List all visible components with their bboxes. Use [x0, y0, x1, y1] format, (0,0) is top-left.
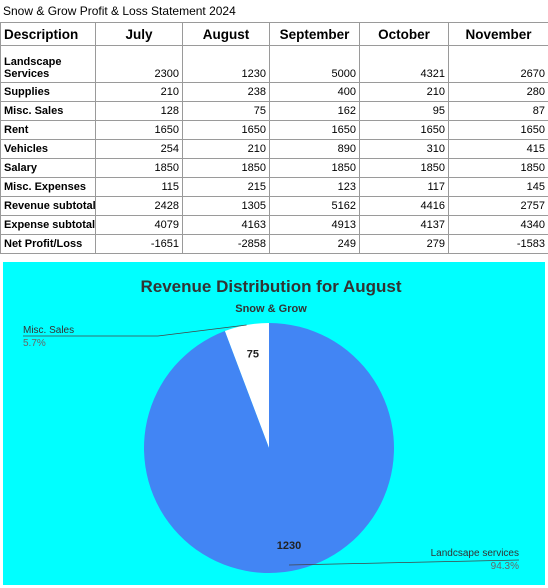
slice-percent-label: 5.7% — [23, 338, 46, 349]
value-cell[interactable]: 4163 — [182, 215, 270, 235]
value-cell[interactable]: 123 — [269, 177, 360, 197]
value-cell[interactable]: 1230 — [182, 45, 270, 83]
value-cell[interactable]: 280 — [448, 82, 548, 102]
slice-value-label: 1230 — [277, 540, 301, 552]
value-cell[interactable]: 2300 — [95, 45, 183, 83]
value-cell[interactable]: 95 — [359, 101, 449, 121]
value-cell[interactable]: -1583 — [448, 234, 548, 254]
value-cell[interactable]: 115 — [95, 177, 183, 197]
header-cell-description[interactable]: Description — [0, 22, 96, 46]
value-cell[interactable]: 238 — [182, 82, 270, 102]
value-cell[interactable]: 1650 — [269, 120, 360, 140]
value-cell[interactable]: 75 — [182, 101, 270, 121]
value-cell[interactable]: 145 — [448, 177, 548, 197]
slice-value-label: 75 — [247, 348, 259, 360]
chart-title: Revenue Distribution for August — [141, 277, 402, 296]
value-cell[interactable]: 4340 — [448, 215, 548, 235]
value-cell[interactable]: 117 — [359, 177, 449, 197]
row-label-cell[interactable]: Revenue subtotal — [0, 196, 96, 216]
header-row: Description July August September Octobe… — [0, 22, 548, 46]
value-cell[interactable]: 310 — [359, 139, 449, 159]
table-row: Landscape Services 2300 1230 5000 4321 2670 — [0, 45, 548, 83]
chart-subtitle: Snow & Grow — [235, 303, 307, 315]
profit-loss-table: Description July August September Octobe… — [0, 22, 548, 254]
value-cell[interactable]: 4321 — [359, 45, 449, 83]
leader-line — [23, 324, 247, 337]
leader-line — [288, 559, 520, 566]
value-cell[interactable]: 2428 — [95, 196, 183, 216]
value-cell[interactable]: 1650 — [95, 120, 183, 140]
header-cell-july[interactable]: July — [95, 22, 183, 46]
value-cell[interactable]: 87 — [448, 101, 548, 121]
row-label-cell[interactable]: Vehicles — [0, 139, 96, 159]
value-cell[interactable]: 210 — [182, 139, 270, 159]
value-cell[interactable]: 415 — [448, 139, 548, 159]
value-cell[interactable]: 5162 — [269, 196, 360, 216]
value-cell[interactable]: 162 — [269, 101, 360, 121]
value-cell[interactable]: 4913 — [269, 215, 360, 235]
value-cell[interactable]: 400 — [269, 82, 360, 102]
value-cell[interactable]: 254 — [95, 139, 183, 159]
row-label-cell[interactable]: Expense subtotal — [0, 215, 96, 235]
value-cell[interactable]: 215 — [182, 177, 270, 197]
header-cell-august[interactable]: August — [182, 22, 270, 46]
table-row: Supplies 210 238 400 210 280 — [0, 82, 548, 102]
value-cell[interactable]: -1651 — [95, 234, 183, 254]
value-cell[interactable]: -2858 — [182, 234, 270, 254]
pie-slice-misc-sales[interactable] — [224, 323, 269, 448]
table-row: Misc. Sales 128 75 162 95 87 — [0, 101, 548, 121]
value-cell[interactable]: 249 — [269, 234, 360, 254]
value-cell[interactable]: 1850 — [269, 158, 360, 178]
row-label-cell[interactable]: Misc. Expenses — [0, 177, 96, 197]
value-cell[interactable]: 1650 — [182, 120, 270, 140]
value-cell[interactable]: 1305 — [182, 196, 270, 216]
value-cell[interactable]: 128 — [95, 101, 183, 121]
value-cell[interactable]: 2670 — [448, 45, 548, 83]
slice-name-label: Landcsape services — [431, 548, 519, 559]
slice-name-label: Misc. Sales — [23, 325, 74, 336]
table-row: Vehicles 254 210 890 310 415 — [0, 139, 548, 159]
header-cell-november[interactable]: November — [448, 22, 548, 46]
header-cell-october[interactable]: October — [359, 22, 449, 46]
table-row: Misc. Expenses 115 215 123 117 145 — [0, 177, 548, 197]
value-cell[interactable]: 1850 — [182, 158, 270, 178]
value-cell[interactable]: 1650 — [359, 120, 449, 140]
value-cell[interactable]: 890 — [269, 139, 360, 159]
row-label-cell[interactable]: Net Profit/Loss — [0, 234, 96, 254]
row-label-cell[interactable]: Landscape Services — [0, 45, 96, 83]
value-cell[interactable]: 279 — [359, 234, 449, 254]
header-cell-september[interactable]: September — [269, 22, 360, 46]
table-row: Rent 1650 1650 1650 1650 1650 — [0, 120, 548, 140]
table-row: Revenue subtotal 2428 1305 5162 4416 2757 — [0, 196, 548, 216]
sheet-title: Snow & Grow Profit & Loss Statement 2024 — [0, 0, 548, 22]
value-cell[interactable]: 4137 — [359, 215, 449, 235]
row-label-cell[interactable]: Misc. Sales — [0, 101, 96, 121]
row-label-cell[interactable]: Rent — [0, 120, 96, 140]
table-row: Net Profit/Loss -1651 -2858 249 279 -1583 — [0, 234, 548, 254]
table-row: Expense subtotal 4079 4163 4913 4137 4340 — [0, 215, 548, 235]
slice-percent-label: 94.3% — [491, 561, 519, 572]
value-cell[interactable]: 5000 — [269, 45, 360, 83]
value-cell[interactable]: 1850 — [95, 158, 183, 178]
value-cell[interactable]: 1650 — [448, 120, 548, 140]
value-cell[interactable]: 210 — [359, 82, 449, 102]
pie-slice-landcsape-services[interactable] — [144, 323, 394, 573]
row-label-cell[interactable]: Salary — [0, 158, 96, 178]
value-cell[interactable]: 1850 — [448, 158, 548, 178]
row-label-cell[interactable]: Supplies — [0, 82, 96, 102]
value-cell[interactable]: 4416 — [359, 196, 449, 216]
value-cell[interactable]: 1850 — [359, 158, 449, 178]
value-cell[interactable]: 210 — [95, 82, 183, 102]
value-cell[interactable]: 2757 — [448, 196, 548, 216]
table-row: Salary 1850 1850 1850 1850 1850 — [0, 158, 548, 178]
pie-chart[interactable]: Revenue Distribution for August Snow & G… — [3, 262, 545, 585]
value-cell[interactable]: 4079 — [95, 215, 183, 235]
pie-chart-svg: Revenue Distribution for August Snow & G… — [23, 277, 520, 573]
